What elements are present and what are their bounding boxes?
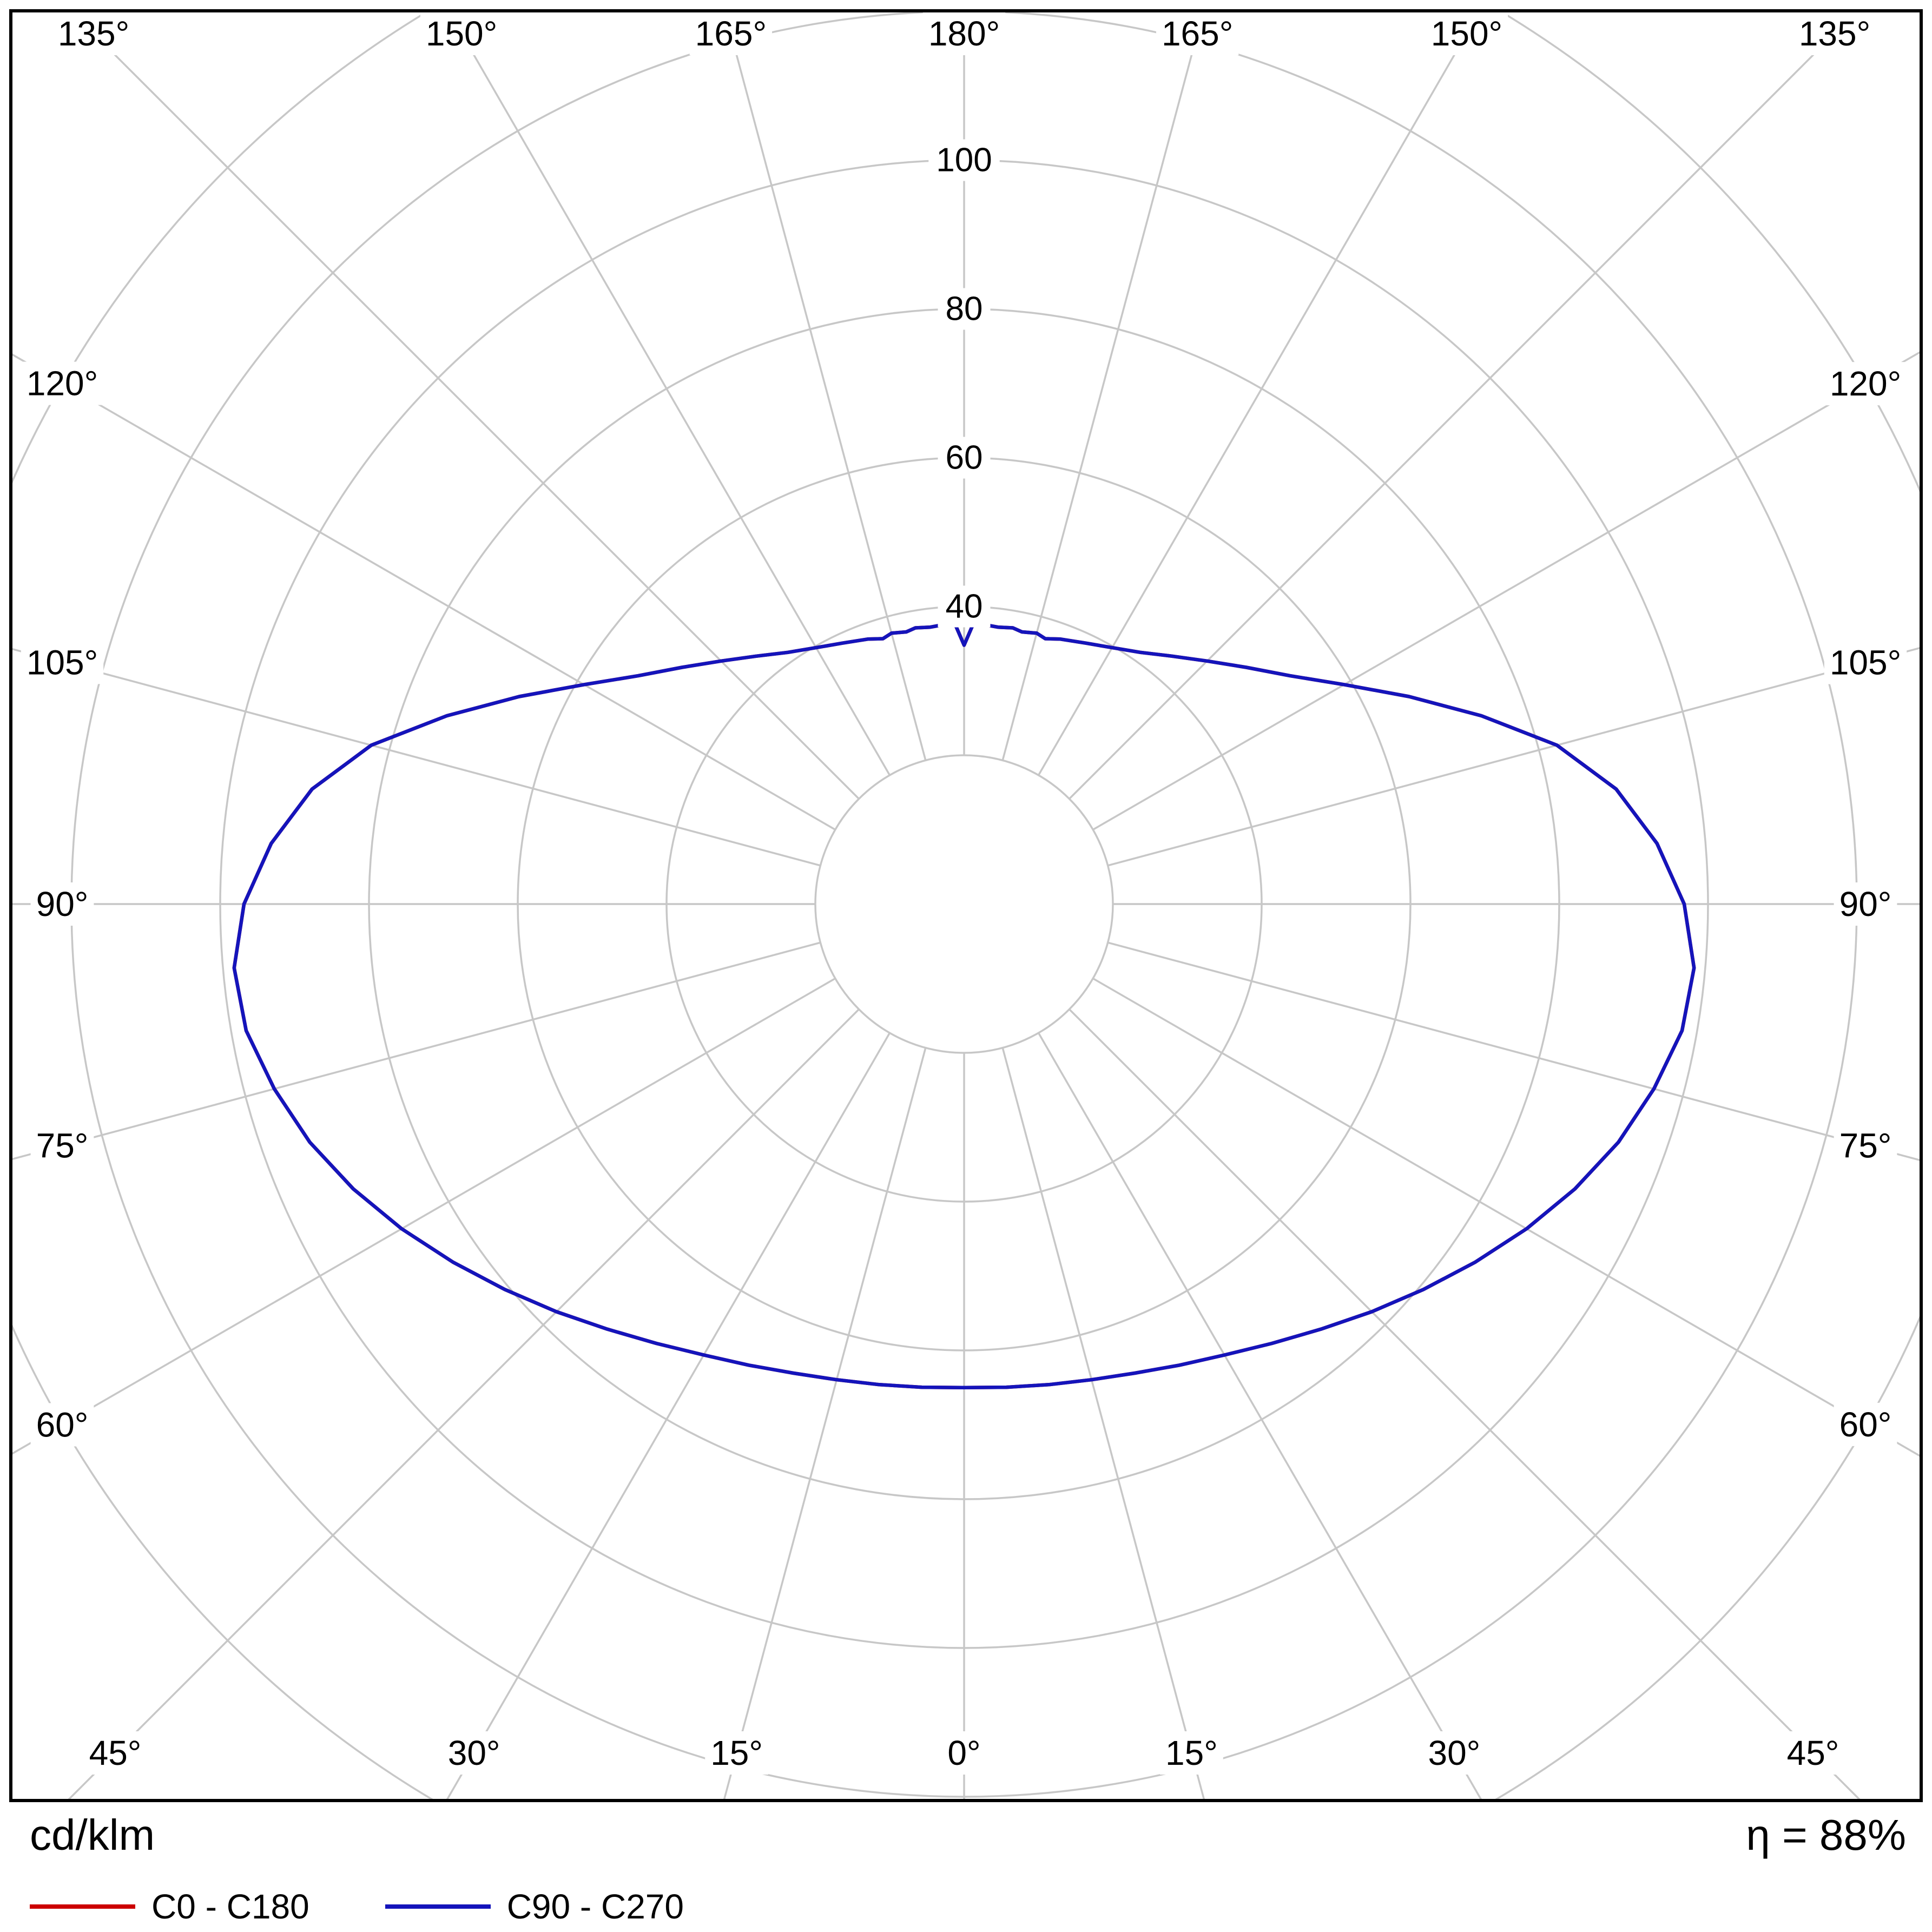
angle-label: 150° bbox=[1431, 14, 1502, 53]
ring-label: 80 bbox=[946, 291, 983, 328]
angle-label: 15° bbox=[710, 1733, 763, 1772]
grid-spoke bbox=[12, 648, 821, 867]
angle-label-mask bbox=[1824, 641, 1907, 684]
angle-label: 60° bbox=[36, 1405, 89, 1444]
legend-line-c90-c270 bbox=[385, 1904, 491, 1909]
grid-spoke bbox=[448, 12, 891, 776]
grid-spoke bbox=[1092, 977, 1920, 1457]
angle-label: 45° bbox=[1787, 1733, 1839, 1772]
grid-spoke bbox=[1092, 351, 1920, 831]
angle-label-mask bbox=[922, 12, 1006, 55]
angle-label-mask bbox=[1422, 1731, 1486, 1775]
angle-label: 120° bbox=[1830, 364, 1901, 403]
angle-label-mask bbox=[1425, 12, 1508, 55]
legend-item-c0-c180: C0 - C180 bbox=[30, 1889, 309, 1924]
angle-label: 135° bbox=[58, 14, 129, 53]
angle-label-mask bbox=[52, 12, 135, 55]
legend-label-c0-c180: C0 - C180 bbox=[151, 1887, 309, 1926]
grid-spoke bbox=[12, 353, 836, 831]
ring-label-mask bbox=[938, 585, 991, 628]
angle-label-mask bbox=[21, 641, 104, 684]
unit-label: cd/klm bbox=[30, 1811, 155, 1859]
grid-spoke bbox=[1037, 12, 1480, 776]
plot-border bbox=[9, 9, 1923, 1802]
efficiency-label: η = 88% bbox=[1746, 1811, 1906, 1859]
angle-label-mask bbox=[21, 361, 104, 405]
ring-label-mask bbox=[938, 288, 991, 330]
grid-spoke bbox=[1107, 647, 1920, 867]
grid-spoke bbox=[1037, 1032, 1482, 1799]
angle-label: 90° bbox=[36, 885, 89, 924]
legend: C0 - C180 C90 - C270 bbox=[30, 1889, 684, 1924]
ring-label-mask bbox=[928, 139, 1000, 181]
angle-label: 180° bbox=[928, 14, 1000, 53]
ring-label: 100 bbox=[936, 142, 992, 179]
ring-label: 40 bbox=[946, 588, 983, 625]
grid-spoke bbox=[1107, 941, 1920, 1162]
angle-label: 90° bbox=[1839, 885, 1892, 924]
angle-label-mask bbox=[1834, 882, 1897, 926]
grid-spoke bbox=[1001, 12, 1204, 761]
grid-spoke bbox=[1069, 12, 1857, 800]
angle-label-mask bbox=[420, 12, 503, 55]
ring-label-mask bbox=[938, 437, 991, 479]
angle-label: 30° bbox=[448, 1733, 500, 1772]
grid-spoke bbox=[1001, 1047, 1205, 1799]
legend-label-c90-c270: C90 - C270 bbox=[506, 1887, 684, 1926]
angle-label-mask bbox=[689, 12, 773, 55]
angle-label: 15° bbox=[1165, 1733, 1218, 1772]
angle-label-mask bbox=[1824, 362, 1907, 406]
angle-label-mask bbox=[1834, 1402, 1897, 1446]
grid-spoke bbox=[446, 1032, 891, 1799]
angle-label: 60° bbox=[1839, 1405, 1892, 1444]
angle-label-mask bbox=[442, 1731, 506, 1775]
angle-label: 150° bbox=[426, 14, 497, 53]
angle-label-mask bbox=[1793, 12, 1876, 55]
angle-label: 135° bbox=[1799, 14, 1870, 53]
angle-label-mask bbox=[942, 1731, 986, 1775]
angle-label-mask bbox=[1156, 12, 1239, 55]
angle-label-mask bbox=[1160, 1731, 1223, 1775]
angle-label-mask bbox=[30, 1403, 94, 1447]
angle-label-mask bbox=[1781, 1731, 1845, 1775]
angle-label: 30° bbox=[1428, 1733, 1480, 1772]
angle-label: 0° bbox=[947, 1733, 980, 1772]
angle-label-mask bbox=[83, 1731, 147, 1775]
ring-labels: 40 60 80 100 bbox=[928, 139, 1000, 628]
curve-c90-c270 bbox=[232, 620, 1696, 1390]
legend-item-c90-c270: C90 - C270 bbox=[385, 1889, 684, 1924]
angle-label-mask bbox=[30, 1124, 94, 1168]
angle-label: 165° bbox=[1162, 14, 1233, 53]
angle-label: 75° bbox=[1839, 1126, 1892, 1165]
angle-label: 120° bbox=[27, 364, 98, 403]
angle-label-mask bbox=[1834, 1124, 1897, 1168]
grid-spoke bbox=[71, 12, 860, 800]
grid-spoke bbox=[12, 977, 836, 1455]
legend-line-c0-c180 bbox=[30, 1904, 135, 1909]
angle-label-mask bbox=[705, 1731, 768, 1775]
angle-label: 75° bbox=[36, 1126, 89, 1165]
angle-label: 105° bbox=[27, 643, 98, 682]
series-curves bbox=[232, 620, 1696, 1390]
ring-label: 60 bbox=[946, 439, 983, 477]
grid-spoke bbox=[12, 941, 821, 1160]
angle-labels: 0° 15° 15° 30° 30° 45° 45° 60° 60° 75° 75° 90° 90° 10… bbox=[21, 12, 1907, 1775]
angle-label: 105° bbox=[1830, 643, 1901, 682]
angle-label-mask bbox=[30, 882, 94, 926]
angle-label: 45° bbox=[89, 1733, 142, 1772]
angle-label: 165° bbox=[695, 14, 767, 53]
grid-spoke bbox=[724, 12, 927, 761]
grid-spoke bbox=[723, 1047, 927, 1799]
